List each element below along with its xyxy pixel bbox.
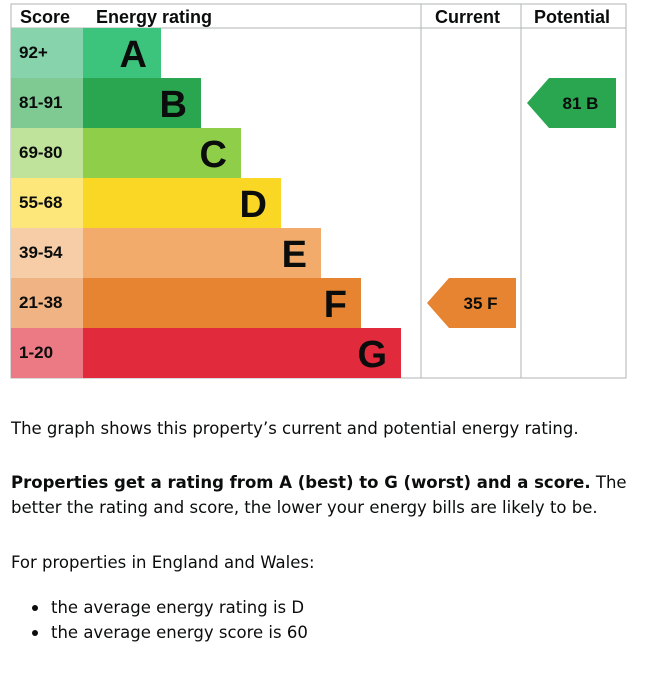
rating-markers: 35 F 81 B [427,78,616,328]
rating-explanation: Properties get a rating from A (best) to… [11,470,631,520]
score-cell-f [11,278,83,328]
score-range-c: 69-80 [19,143,62,162]
rating-bar-f [83,278,361,328]
list-item: the average energy score is 60 [11,620,308,645]
score-range-f: 21-38 [19,293,62,312]
rating-letter-e: E [282,234,307,276]
rating-letter-g: G [357,334,387,376]
list-item: the average energy rating is D [11,595,308,620]
rating-bar-c [83,128,241,178]
header-potential: Potential [534,7,610,27]
score-range-d: 55-68 [19,193,62,212]
rating-explanation-bold: Properties get a rating from A (best) to… [11,473,591,492]
current-rating-arrow [427,278,516,328]
score-cell-b [11,78,83,128]
score-range-a: 92+ [19,43,48,62]
rating-letter-c: C [200,134,227,176]
rating-bar-g [83,328,401,378]
score-cell-d [11,178,83,228]
graph-description: The graph shows this property’s current … [11,419,579,438]
score-range-g: 1-20 [19,343,53,362]
score-cell-c [11,128,83,178]
energy-rating-chart: Score Energy rating Current Potential 92… [10,3,627,379]
average-list: the average energy rating is D the avera… [11,595,308,645]
rating-bands: 92+ A 81-91 B 69-80 C 55-68 D 39-54 E 21-38 F 1-20 G [11,28,401,378]
rating-bar-e [83,228,321,278]
potential-rating-label: 81 B [563,94,599,113]
rating-bar-a [83,28,161,78]
header-energy-rating: Energy rating [96,7,212,27]
header-score: Score [20,7,70,27]
potential-rating-arrow [527,78,616,128]
rating-letter-a: A [120,34,147,76]
score-range-b: 81-91 [19,93,62,112]
score-cell-e [11,228,83,278]
england-wales-intro: For properties in England and Wales: [11,553,315,572]
rating-explanation-rest: The better the rating and score, the low… [11,473,627,517]
score-cell-a [11,28,83,78]
rating-letter-f: F [324,284,347,326]
header-current: Current [435,7,500,27]
current-rating-label: 35 F [463,294,497,313]
score-cell-g [11,328,83,378]
score-range-e: 39-54 [19,243,63,262]
rating-bar-d [83,178,281,228]
rating-letter-b: B [160,84,187,126]
rating-letter-d: D [240,184,267,226]
rating-bar-b [83,78,201,128]
